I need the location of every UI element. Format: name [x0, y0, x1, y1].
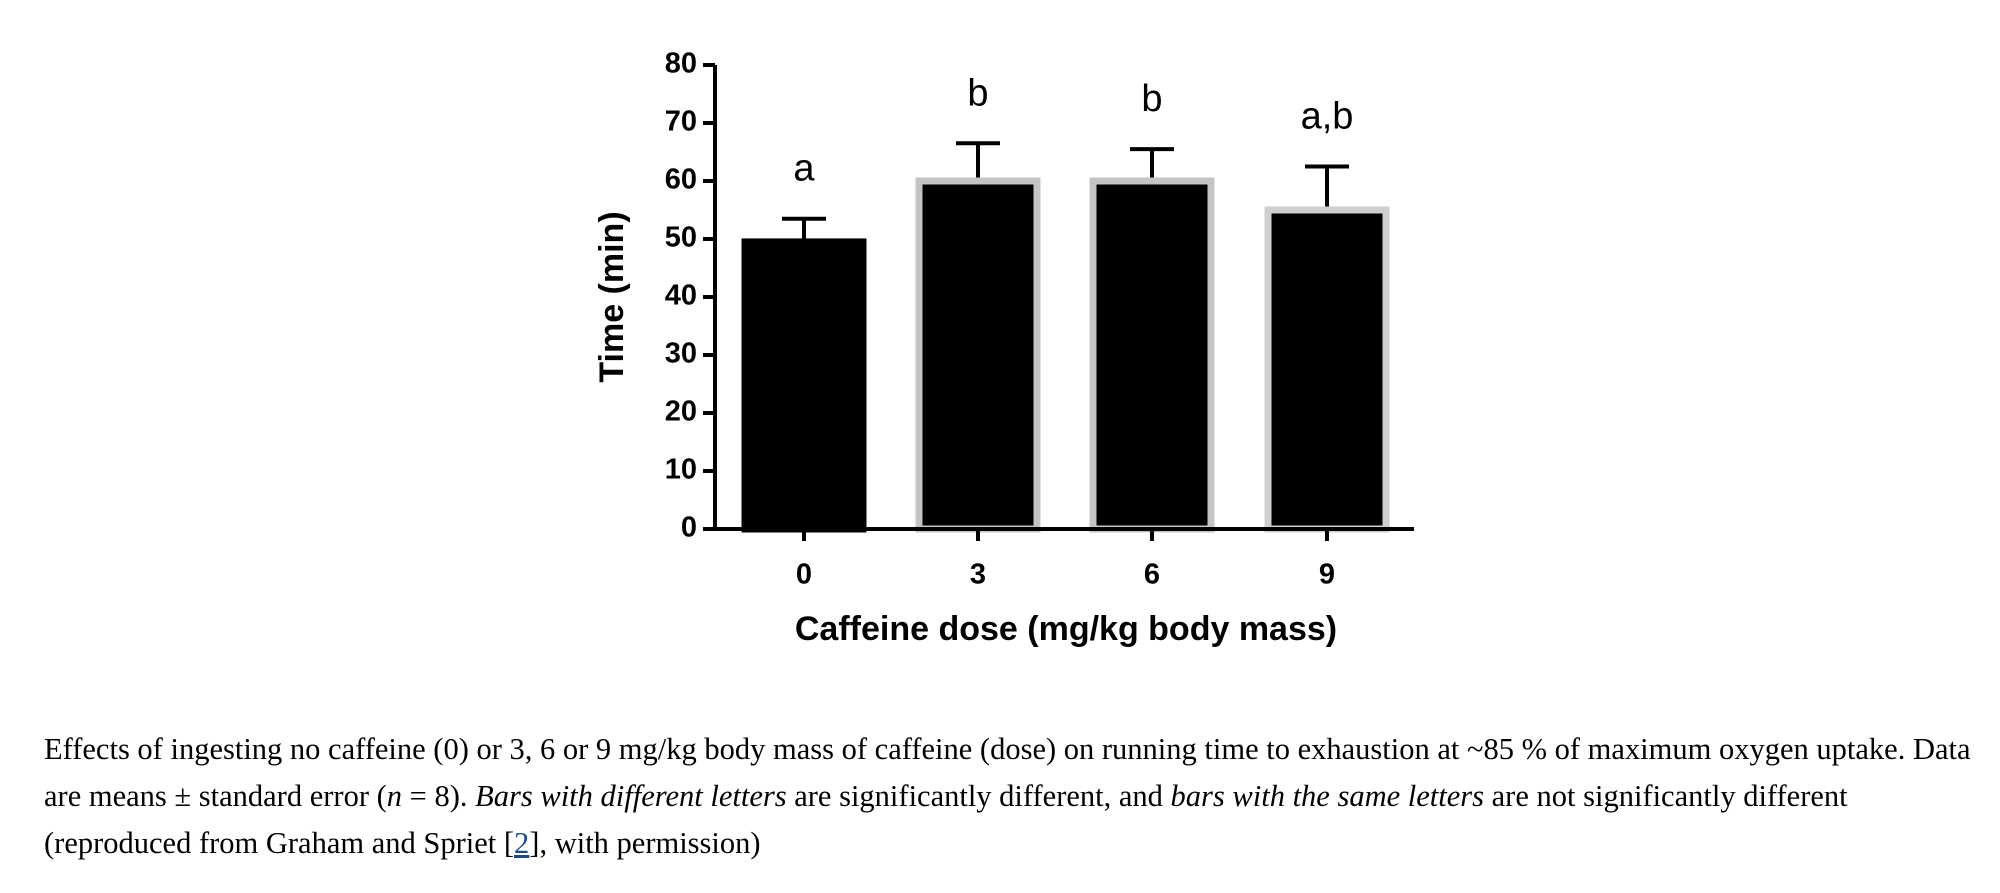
y-axis-title: Time (min) [593, 211, 631, 382]
annotation: b [1141, 78, 1162, 120]
caption: Effects of ingesting no caffeine (0) or … [44, 726, 1979, 867]
x-tick-label: 9 [1319, 559, 1335, 591]
y-tick-label: 50 [665, 222, 697, 254]
annotation: a,b [1301, 96, 1354, 138]
y-tick-label: 70 [665, 106, 697, 138]
bar [741, 238, 867, 533]
bar [915, 177, 1041, 533]
y-tick-label: 10 [665, 454, 697, 486]
x-tick-label: 6 [1144, 559, 1160, 591]
caption-text: are not significantly different (reprodu… [44, 779, 1848, 860]
x-axis-title: Caffeine dose (mg/kg body mass) [795, 610, 1337, 648]
chart: Caffeine dose (mg/kg body mass) Time (mi… [593, 48, 1414, 648]
bar [1089, 177, 1215, 533]
bar [1264, 206, 1390, 533]
y-tick-label: 60 [665, 164, 697, 196]
x-tick-label: 0 [796, 559, 812, 591]
caption-text: ], with permission) [529, 826, 761, 860]
caption-text: are significantly different, and [786, 779, 1171, 813]
y-tick-label: 20 [665, 396, 697, 428]
annotation: a [793, 148, 815, 190]
y-tick-label: 40 [665, 280, 697, 312]
caption-italic: n [386, 779, 403, 813]
caption-text: = 8). [402, 779, 476, 813]
y-tick-label: 30 [665, 338, 697, 370]
x-tick-label: 3 [970, 559, 986, 591]
annotation: b [967, 72, 988, 114]
reference-link[interactable]: 2 [514, 826, 530, 860]
caption-italic: Bars with different letters [475, 779, 787, 813]
y-tick-label: 80 [665, 48, 697, 80]
caption-italic: bars with the same letters [1170, 779, 1485, 813]
y-tick-label: 0 [681, 512, 697, 544]
caption-text: Effects of ingesting no caffeine (0) or … [44, 732, 1971, 813]
